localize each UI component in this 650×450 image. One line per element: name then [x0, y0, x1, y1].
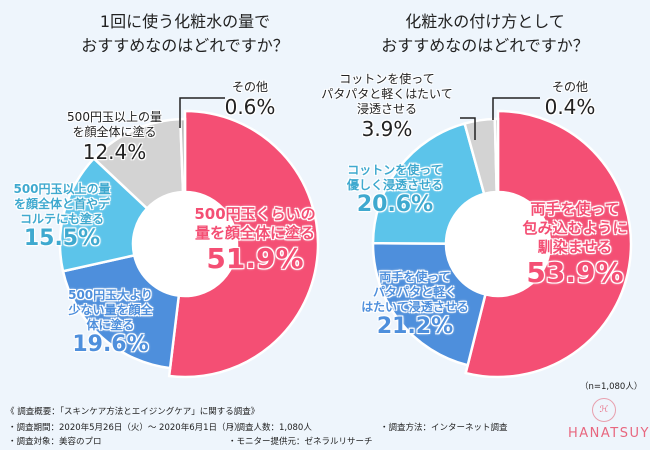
leader-right-cotton — [460, 117, 476, 140]
footer-item: ・調査対象：美容のプロ — [8, 437, 102, 447]
label-right-1: 両手を使って パタパタと軽く はたいて浸透させる 21.2% — [361, 270, 469, 339]
label-left-4: その他 0.6% — [224, 80, 276, 119]
label-left-2: 500円玉以上の量を顔全体と首やデコルテにも塗る 15.5% — [13, 182, 111, 251]
label-right-0: 両手を使って 包み込むように 馴染ませる 53.9% — [522, 200, 628, 289]
leader-right-other — [492, 97, 540, 120]
slice-label-left-2: 500円玉以上の量を顔全体と首やデコルテにも塗る — [13, 182, 111, 226]
label-right-2: コットンを使って 優しく浸透させる 20.6% — [346, 163, 443, 217]
brand-logo: HANATSUYU — [568, 426, 650, 441]
slice-label-left-1: 500円玉大より少ない量を顔全体に塗る — [68, 288, 153, 332]
chart-title-right: 化粧水の付け方として おすすめなのはどれですか？ — [381, 12, 589, 55]
slice-1-1 — [371, 241, 487, 367]
chart-title-left: 1回に使う化粧水の量で おすすめなのはどれですか？ — [81, 12, 289, 55]
label-left-1: 500円玉大より少ない量を顔全体に塗る 19.6% — [68, 288, 153, 357]
slice-1-2 — [371, 121, 486, 245]
footer-heading: 《 調査概要：「スキンケア方法とエイジングケア」に関する調査》 — [6, 407, 260, 417]
label-right-3: コットンを使って パタパタと軽くはたいて 浸透させる 3.9% — [321, 72, 453, 141]
label-left-0: 500円玉くらいの 量を顔全体に塗る 51.9% — [194, 205, 316, 275]
sample-note: （n=1,080人） — [580, 382, 643, 392]
slice-label-left-3: 500円玉以上の量を顔全体に塗る — [67, 110, 162, 139]
label-left-3: 500円玉以上の量を顔全体に塗る 12.4% — [52, 110, 177, 164]
brand-logo-mark: ℋ — [592, 398, 616, 422]
footer-item: ・調査期間：2020年5月26日（火）～ 2020年6月1日（月） — [8, 423, 243, 433]
footer-item: ・調査人数：1,080人 — [228, 423, 312, 433]
footer-item: ・モニター提供元：ゼネラルリサーチ — [228, 437, 373, 447]
leader-left-other — [179, 97, 225, 128]
donut-hole-1 — [446, 192, 550, 296]
label-right-4: その他 0.4% — [544, 80, 596, 119]
footer-item: ・調査方法：インターネット調査 — [380, 423, 508, 433]
donut-hole-0 — [133, 192, 237, 296]
slice-1-4 — [493, 117, 500, 194]
